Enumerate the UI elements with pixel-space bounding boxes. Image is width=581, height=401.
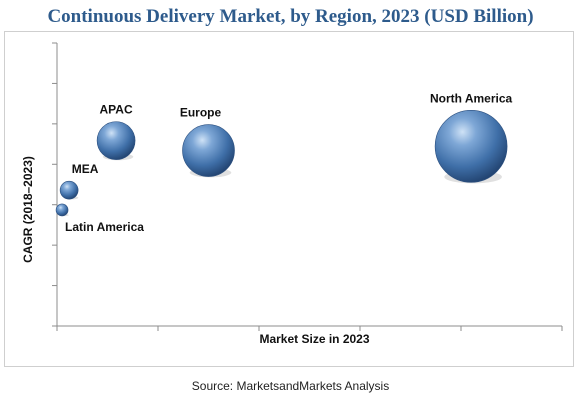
bubble-label-apac: APAC: [100, 103, 133, 117]
chart-title: Continuous Delivery Market, by Region, 2…: [47, 6, 534, 27]
bubbles: [55, 109, 508, 217]
y-axis-title: CAGR (2018–2023): [21, 156, 35, 263]
bubble-latin-america: [55, 203, 69, 217]
chart-frame: [4, 31, 574, 367]
bubble-europe: [182, 124, 235, 177]
axes: [52, 42, 563, 331]
bubble-north-america: [434, 109, 508, 183]
source-note: Source: MarketsandMarkets Analysis: [191, 379, 390, 393]
bubble-label-europe: Europe: [180, 106, 222, 120]
bubble-apac: [96, 121, 136, 160]
x-axis-title: Market Size in 2023: [259, 332, 369, 346]
bubble-label-mea: MEA: [72, 162, 99, 176]
bubble-label-north-america: North America: [430, 91, 513, 105]
bubble-label-latin-america: Latin America: [65, 220, 144, 234]
bubble-labels: North America Europe APAC MEA Latin America: [65, 91, 512, 234]
bubble-mea: [59, 180, 79, 200]
